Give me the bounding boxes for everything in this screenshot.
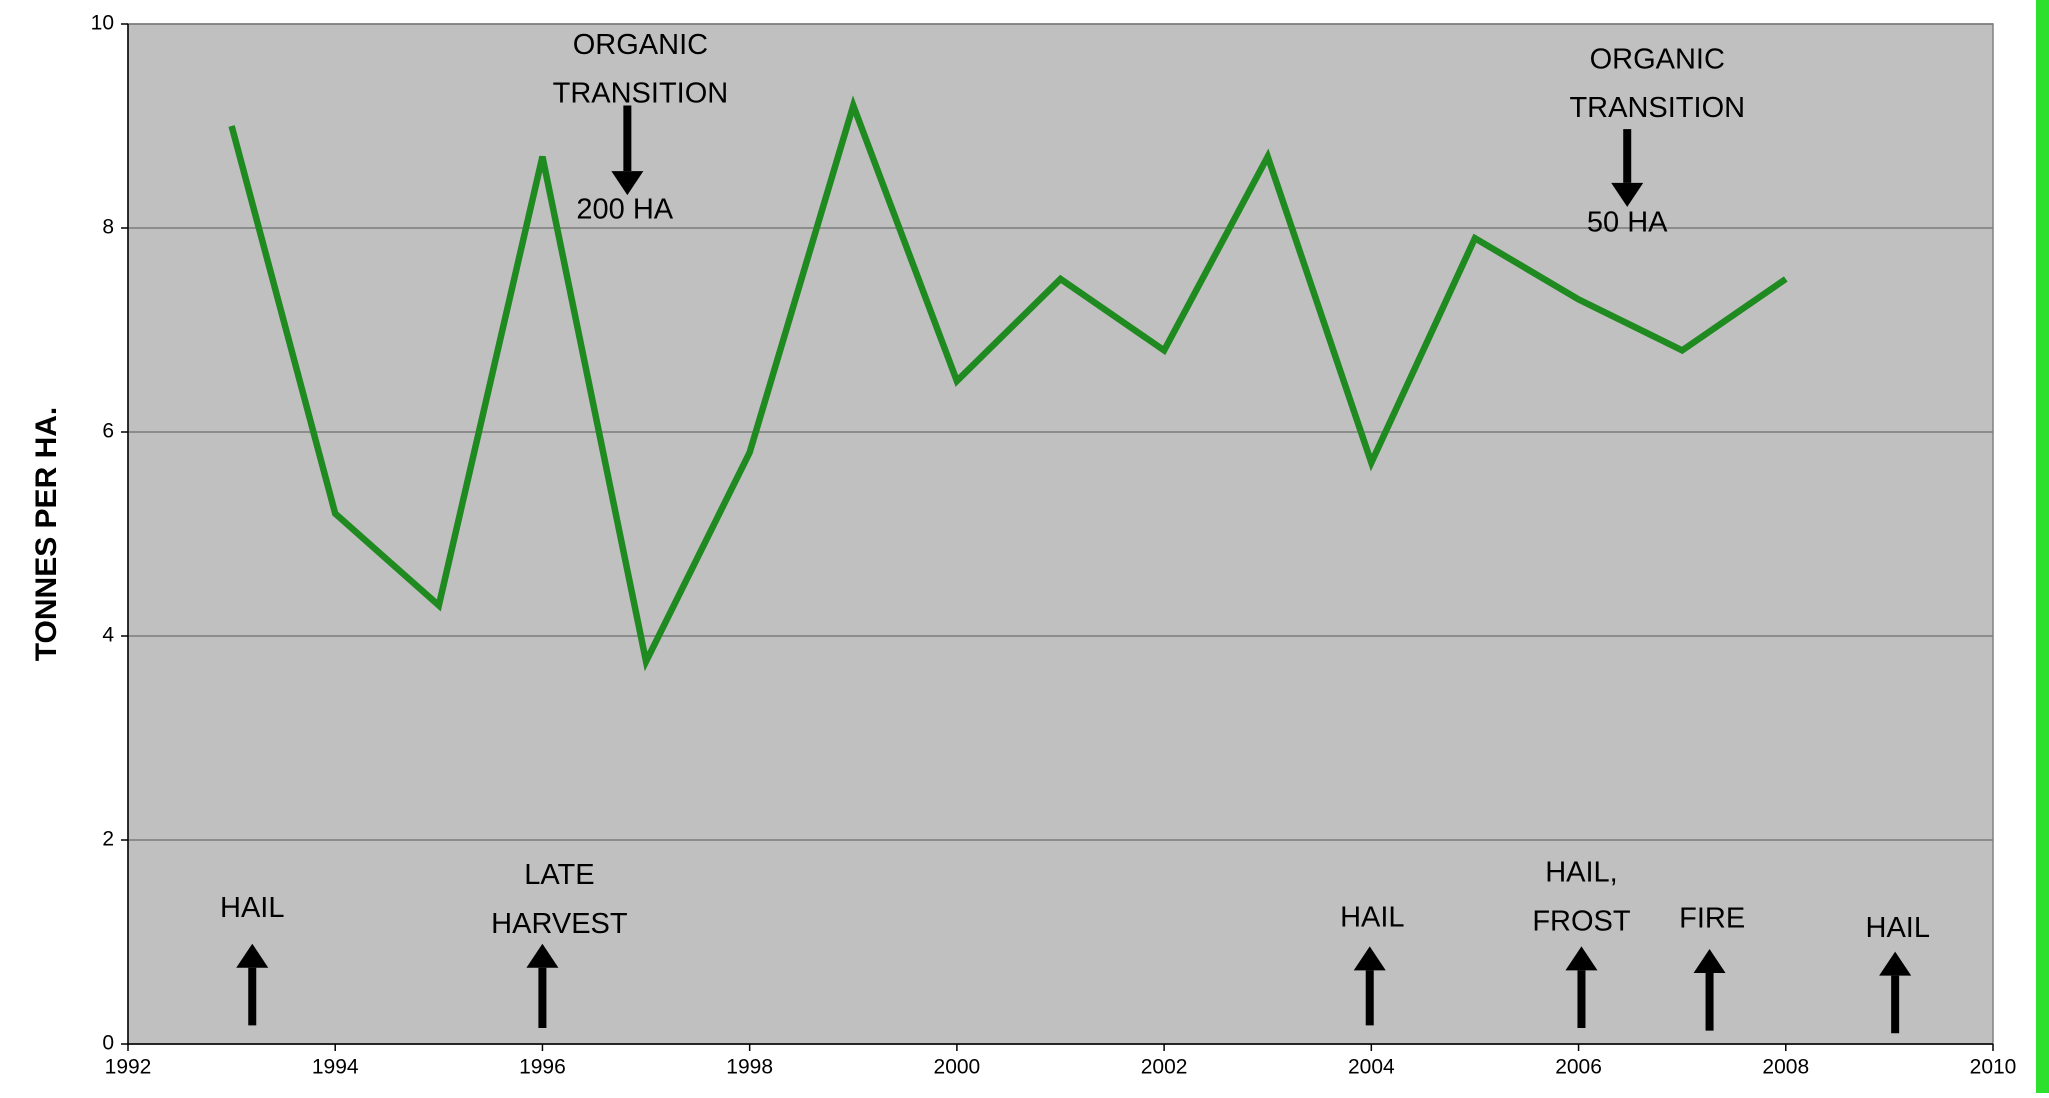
x-tick-label: 1994 — [312, 1056, 359, 1079]
x-tick-label: 2010 — [1970, 1056, 2017, 1079]
annotation-note: 200 HA — [576, 194, 673, 226]
arrow-head — [1693, 948, 1726, 973]
annotation-text: HAIL — [1866, 912, 1930, 944]
annotation-text: HAIL — [220, 892, 284, 924]
y-axis-label: TONNES PER HA. — [30, 407, 63, 662]
arrow-head — [526, 943, 559, 968]
x-tick-label: 2008 — [1762, 1056, 1809, 1079]
annotation-text: FIRE — [1679, 903, 1745, 935]
annotation-text: LATE — [524, 859, 594, 891]
annotation-text: HARVEST — [491, 908, 628, 940]
arrow-head — [1353, 946, 1386, 971]
y-tick-label: 10 — [91, 12, 114, 35]
x-tick-label: 2004 — [1348, 1056, 1395, 1079]
x-tick-label: 1996 — [519, 1056, 566, 1079]
x-tick-label: 1998 — [726, 1056, 773, 1079]
arrow-head — [611, 171, 644, 196]
annotation-text: TRANSITION — [1569, 92, 1745, 124]
arrow-head — [1879, 951, 1912, 976]
annotation-note: 50 HA — [1587, 207, 1668, 239]
annotation-text: TRANSITION — [553, 78, 729, 110]
y-tick-label: 2 — [102, 828, 114, 851]
y-tick-label: 6 — [102, 420, 114, 443]
data-line — [228, 95, 1788, 672]
x-tick-label: 2006 — [1555, 1056, 1602, 1079]
x-tick-label: 2002 — [1141, 1056, 1188, 1079]
plot-area — [127, 23, 1994, 1045]
y-tick-label: 8 — [102, 216, 114, 239]
arrow-head — [1611, 182, 1644, 207]
y-tick-label: 0 — [102, 1032, 114, 1055]
arrow-head — [1565, 946, 1598, 971]
annotation-text: HAIL, — [1545, 856, 1618, 888]
x-tick-label: 1992 — [105, 1056, 152, 1079]
annotation-text: FROST — [1532, 905, 1631, 937]
annotation-text: ORGANIC — [573, 29, 708, 61]
x-tick-label: 2000 — [934, 1056, 981, 1079]
edge-bar — [2036, 0, 2049, 1093]
y-tick-label: 4 — [102, 624, 114, 647]
annotation-text: HAIL — [1340, 901, 1404, 933]
arrow-head — [236, 943, 269, 968]
annotation-text: ORGANIC — [1590, 43, 1725, 75]
